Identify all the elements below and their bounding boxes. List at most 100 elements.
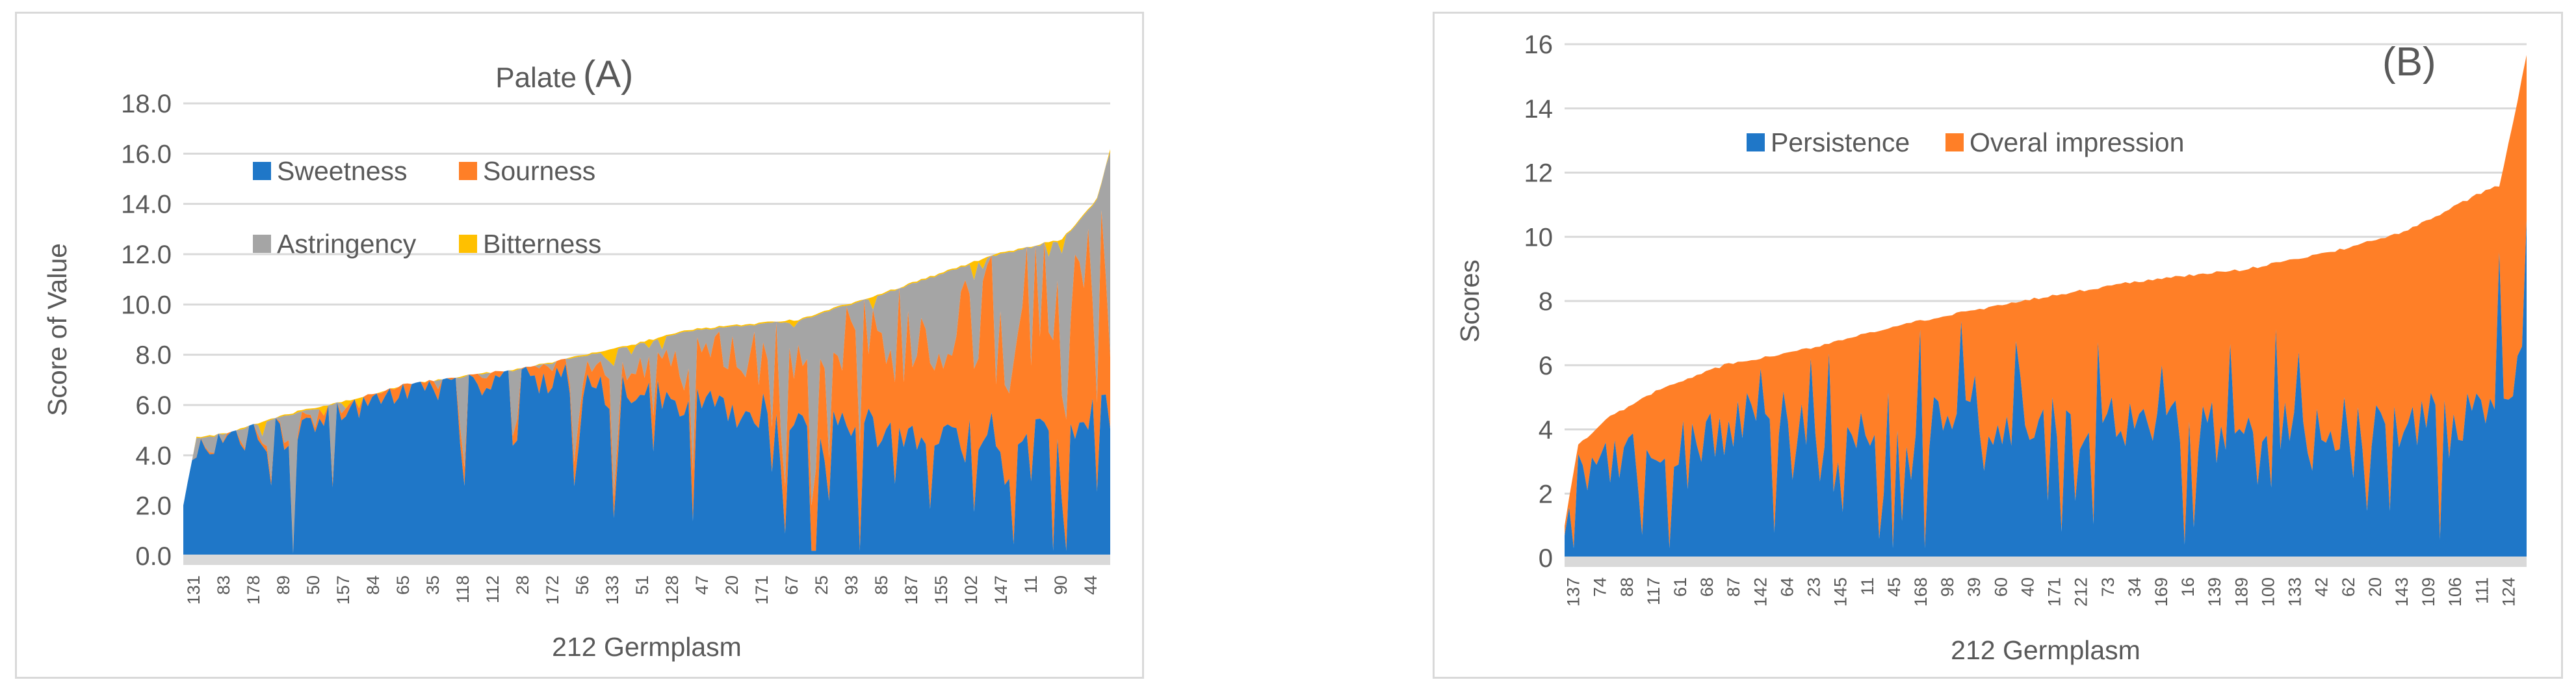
series-area-sweetness (183, 363, 1110, 556)
chart-1-x-tick-label: 145 (1831, 577, 1851, 607)
chart-0-y-tick-label: 2.0 (135, 492, 172, 521)
chart-0-x-tick-label: 172 (543, 575, 562, 605)
chart-0-x-tick-label: 118 (453, 575, 473, 603)
chart-1-x-tick-label: 139 (2205, 577, 2224, 607)
chart-0-x-tick-label: 25 (812, 575, 831, 595)
chart-1-x-tick-label: 111 (2472, 577, 2491, 604)
chart-0-x-tick-label: 157 (333, 575, 353, 605)
chart-1-x-tick-label: 73 (2098, 577, 2118, 597)
chart-1-y-tick-label: 8 (1539, 287, 1553, 316)
chart-b-panel-label: (B) (2382, 40, 2436, 85)
legend-swatch-sweetness (253, 162, 271, 180)
chart-panel-b: (B) 0 2 4 6 8 10 12 14 16 137 74 88 117 61 68 87 142 64 23… (1433, 12, 2563, 679)
legend-label-astringency: Astringency (277, 229, 417, 259)
chart-0-x-tick-label: 44 (1081, 575, 1100, 595)
legend-swatch-bitterness (459, 235, 477, 253)
chart-1-x-tick-label: 62 (2339, 577, 2358, 597)
chart-0-y-tick-label: 8.0 (135, 341, 172, 370)
chart-1-x-tick-label: 88 (1617, 577, 1637, 597)
chart-panel-a: Palate (A) 0.0 2.0 4.0 6.0 8.0 10.0 12.0 14.0 16… (15, 12, 1144, 679)
chart-0-y-tick-label: 16.0 (121, 140, 172, 168)
chart-0-x-tick-label: 93 (842, 575, 861, 595)
chart-0-x-tick-label: 131 (184, 575, 203, 605)
chart-0-x-tick-label: 178 (244, 575, 263, 605)
chart-a-title: Palate (495, 62, 577, 94)
chart-0-x-tick-label: 50 (304, 575, 323, 595)
chart-0-y-tick-label: 12.0 (121, 241, 172, 269)
chart-1-y-tick-label: 0 (1539, 544, 1553, 573)
chart-1-y-tick-label: 6 (1539, 352, 1553, 380)
chart-1-x-tick-label: 133 (2285, 577, 2305, 607)
chart-1-x-tick-label: 100 (2258, 577, 2278, 607)
chart-1-x-tick-label: 169 (2152, 577, 2171, 607)
chart-0-x-tick-label: 35 (423, 575, 443, 595)
chart-a: Palate (A) 0.0 2.0 4.0 6.0 8.0 10.0 12.0 14.0 16… (42, 53, 1110, 662)
chart-0-x-tick-label: 28 (513, 575, 532, 595)
chart-0-x-tick-label: 90 (1051, 575, 1071, 595)
chart-0-x-tick-label: 89 (274, 575, 293, 595)
chart-0-y-axis-title: Score of Value (42, 243, 72, 416)
chart-1-x-tick-label: 87 (1724, 577, 1743, 597)
series-area-overal-impression (1565, 55, 2527, 549)
chart-a-panel-label: (A) (583, 53, 633, 96)
chart-1-x-tick-label: 117 (1644, 577, 1663, 605)
chart-1-x-tick-label: 189 (2231, 577, 2251, 607)
series-area-persistence (1565, 220, 2527, 558)
chart-1-x-tick-label: 171 (2045, 577, 2064, 607)
chart-0-y-tick-label: 14.0 (121, 190, 172, 219)
chart-0-x-tick-label: 20 (722, 575, 742, 595)
legend-swatch-sourness (459, 162, 477, 180)
legend-swatch-persistence (1747, 133, 1765, 151)
chart-1-y-axis-title: Scores (1455, 259, 1485, 343)
chart-1-x-tick-label: 34 (2125, 577, 2144, 597)
legend-label-bitterness: Bitterness (483, 229, 601, 259)
chart-0-x-tick-label: 187 (902, 575, 921, 605)
chart-0-x-axis-title: 212 Germplasm (552, 632, 742, 662)
chart-1-x-tick-label: 39 (1964, 577, 1984, 597)
chart-1-x-axis-band (1565, 557, 2527, 567)
chart-0-x-tick-label: 85 (872, 575, 891, 595)
chart-1-x-tick-label: 64 (1777, 577, 1797, 597)
chart-1-x-tick-label: 45 (1884, 577, 1904, 597)
chart-0-y-tick-label: 4.0 (135, 441, 172, 470)
chart-1-y-tick-label: 14 (1524, 95, 1554, 124)
chart-1-x-tick-label: 68 (1697, 577, 1717, 597)
chart-0-x-tick-label: 56 (573, 575, 592, 595)
chart-0-x-tick-label: 84 (363, 575, 383, 595)
chart-1-x-tick-label: 42 (2312, 577, 2332, 597)
chart-1-x-tick-label: 23 (1804, 577, 1824, 597)
chart-0-x-tick-label: 51 (632, 575, 652, 595)
chart-1-x-tick-label: 40 (2018, 577, 2037, 597)
chart-1-x-tick-label: 60 (1991, 577, 2010, 597)
chart-1-y-tick-label: 2 (1539, 480, 1553, 508)
chart-0-y-tick-label: 10.0 (121, 291, 172, 319)
chart-0-x-tick-label: 11 (1021, 575, 1041, 594)
chart-1-x-tick-label: 20 (2365, 577, 2385, 597)
chart-1-x-tick-label: 109 (2419, 577, 2438, 607)
chart-1-x-tick-label: 143 (2392, 577, 2412, 607)
chart-0-x-tick-label: 147 (991, 575, 1011, 605)
chart-1-x-tick-label: 74 (1591, 577, 1610, 597)
chart-0-x-tick-label: 102 (961, 575, 981, 605)
chart-0-y-tick-label: 6.0 (135, 391, 172, 420)
chart-0-y-tick-label: 0.0 (135, 542, 172, 571)
chart-0-x-tick-label: 83 (214, 575, 233, 595)
chart-1-y-tick-label: 12 (1524, 159, 1554, 188)
chart-0-x-tick-label: 155 (931, 575, 951, 605)
chart-0-x-tick-label: 47 (692, 575, 712, 595)
chart-1-y-tick-label: 4 (1539, 416, 1553, 445)
chart-0-x-tick-label: 133 (603, 575, 622, 605)
chart-1-x-tick-label: 142 (1750, 577, 1770, 607)
chart-0-x-tick-label: 128 (662, 575, 682, 605)
chart-0-x-tick-label: 171 (752, 575, 772, 605)
chart-1-y-tick-label: 10 (1524, 223, 1554, 252)
legend-label-sourness: Sourness (483, 156, 595, 186)
chart-0-x-tick-label: 112 (483, 575, 502, 603)
legend-swatch-astringency (253, 235, 271, 253)
chart-1-x-tick-label: 106 (2445, 577, 2465, 607)
legend-label-sweetness: Sweetness (277, 156, 408, 186)
chart-1-x-tick-label: 98 (1938, 577, 1957, 597)
legend-swatch-overal-impression (1945, 133, 1964, 151)
chart-0-y-tick-label: 18.0 (121, 90, 172, 118)
chart-0-x-axis-band (183, 555, 1110, 565)
